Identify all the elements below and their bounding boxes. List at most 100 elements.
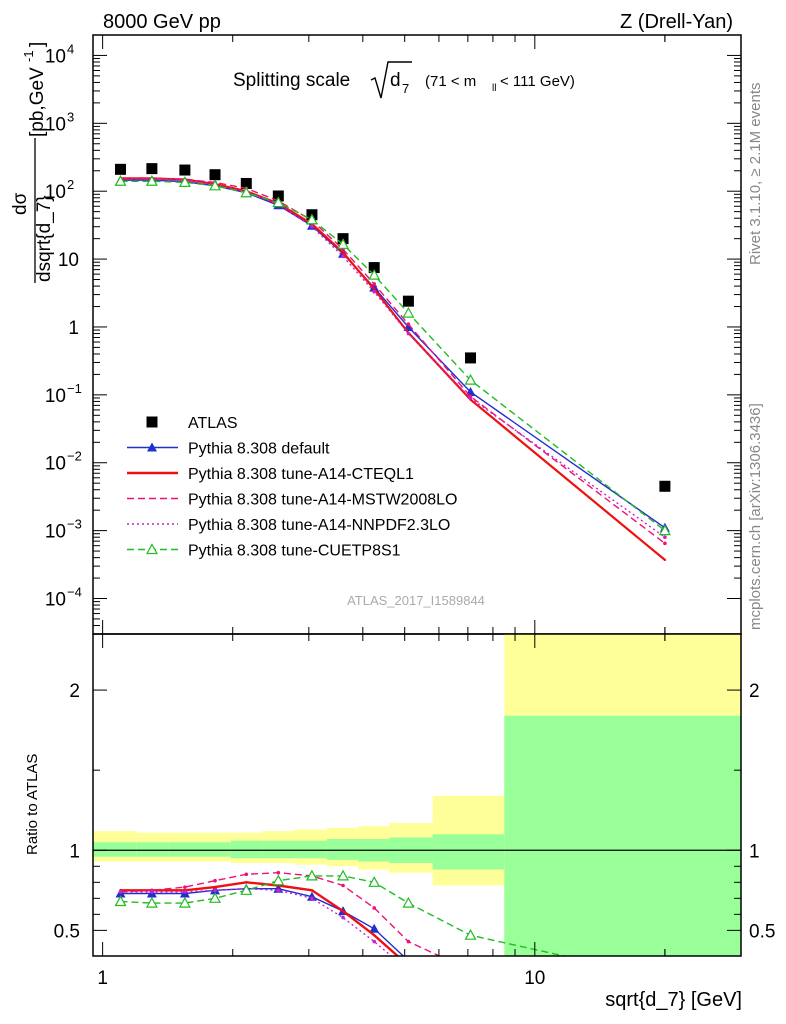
uncertainty-band-inner [199, 842, 231, 857]
legend-label: ATLAS [188, 415, 238, 432]
uncertainty-band-inner [230, 840, 263, 859]
data-point [341, 251, 345, 254]
data-point [145, 175, 158, 186]
title-range-close: < 111 GeV) [500, 73, 575, 90]
x-axis-label: sqrt{d_7} [GeV] [605, 989, 742, 1011]
energy-label: 8000 GeV pp [103, 11, 221, 33]
legend-item: Pythia 8.308 default [127, 441, 330, 458]
series-line [120, 177, 666, 544]
data-point [406, 331, 411, 336]
legend-label: Pythia 8.308 default [188, 441, 330, 458]
data-point [310, 896, 314, 901]
y-tick-label-exponent: −1 [67, 381, 82, 396]
data-point [272, 874, 285, 886]
ratio-panel: 0.5 0.5 1 1 2 2 1 10 Ratio to ATLAS sqrt{d_7} [… [24, 633, 775, 1011]
data-point [372, 933, 376, 937]
title-var-sub: 7 [402, 81, 409, 96]
ratio-bands [93, 634, 741, 956]
data-point [178, 176, 191, 187]
data-point [209, 892, 222, 903]
ratio-series-4 [114, 869, 568, 956]
ratio-line [120, 888, 405, 956]
data-point [337, 238, 350, 249]
data-point [146, 416, 158, 428]
ylabel-unit-close: ] [27, 42, 48, 47]
data-point [406, 322, 411, 326]
data-point [341, 254, 345, 259]
ratio-y-label: Ratio to ATLAS [24, 754, 41, 855]
y-tick-label: 10 [45, 46, 66, 67]
main-series [114, 163, 671, 562]
data-point [114, 175, 127, 186]
ratio-frame [92, 633, 742, 957]
uncertainty-band-inner [136, 842, 169, 857]
legend: ATLAS Pythia 8.308 default Pythia 8.308 tu… [127, 415, 457, 560]
data-point [276, 870, 281, 875]
data-point [341, 915, 345, 920]
data-point [145, 896, 158, 908]
y-tick-label-exponent: −2 [67, 449, 82, 464]
data-point [464, 373, 477, 385]
data-point [306, 891, 317, 901]
title-var: d [390, 70, 401, 91]
data-point [179, 164, 191, 176]
y-tick-label: 10 [45, 590, 66, 611]
legend-item: Pythia 8.308 tune-CUETP8S1 [127, 543, 401, 560]
y-tick-label-exponent: −3 [67, 517, 82, 532]
data-point [663, 535, 667, 539]
data-point [659, 480, 671, 492]
data-point [240, 177, 252, 189]
ratio-series [114, 869, 568, 956]
data-point [183, 890, 187, 894]
data-point [209, 179, 222, 191]
y-tick-label-exponent: 2 [67, 177, 74, 192]
legend-label: Pythia 8.308 tune-CUETP8S1 [188, 543, 401, 560]
series-4 [118, 177, 667, 539]
ratio-line [120, 875, 568, 956]
uncertainty-band-inner [326, 839, 359, 860]
data-point [213, 878, 217, 883]
ratio-line [120, 881, 400, 956]
data-point [147, 442, 157, 452]
data-point [658, 524, 671, 536]
ratio-y-tick-label-right: 2 [749, 681, 760, 702]
data-point [276, 888, 281, 893]
mcplots-label: mcplots.cern.ch [arXiv:1306.3436] [747, 403, 764, 630]
ylabel-unit-open: [pb,GeV [27, 67, 48, 137]
data-point [244, 881, 248, 884]
data-point [368, 262, 380, 274]
ratio-ticks: 0.5 0.5 1 1 2 2 1 10 [54, 634, 775, 989]
y-tick-label: 10 [45, 182, 66, 203]
data-point [369, 923, 380, 933]
legend-item: ATLAS [146, 415, 238, 432]
ratio-y-tick-label: 2 [69, 681, 80, 702]
data-point [118, 890, 123, 894]
data-point [372, 939, 377, 944]
data-point [464, 928, 477, 940]
ratio-line [120, 871, 442, 956]
title-prefix: Splitting scale [233, 70, 350, 91]
series-line [120, 180, 666, 532]
data-point [369, 282, 380, 292]
y-tick-label-exponent: 3 [67, 109, 74, 124]
ratio-y-tick-label: 0.5 [54, 921, 80, 942]
uncertainty-band-inner [294, 840, 327, 859]
y-tick-label: 10 [45, 386, 66, 407]
data-point [402, 306, 415, 318]
data-point [372, 289, 377, 294]
data-point [337, 869, 350, 881]
ratio-y-tick-label-right: 0.5 [749, 921, 775, 942]
rivet-label: Rivet 3.1.10, ≥ 2.1M events [747, 83, 764, 266]
data-point [402, 295, 414, 307]
legend-label: Pythia 8.308 tune-A14-MSTW2008LO [188, 492, 457, 509]
data-point [372, 282, 377, 286]
data-point [244, 872, 249, 877]
data-point [213, 888, 217, 893]
y-tick-label: 1 [68, 318, 79, 339]
data-point [406, 939, 411, 944]
legend-label: Pythia 8.308 tune-A14-NNPDF2.3LO [188, 517, 450, 534]
series-5 [114, 175, 671, 536]
legend-item: Pythia 8.308 tune-A14-NNPDF2.3LO [127, 517, 450, 534]
legend-item: Pythia 8.308 tune-A14-CTEQL1 [127, 466, 414, 483]
